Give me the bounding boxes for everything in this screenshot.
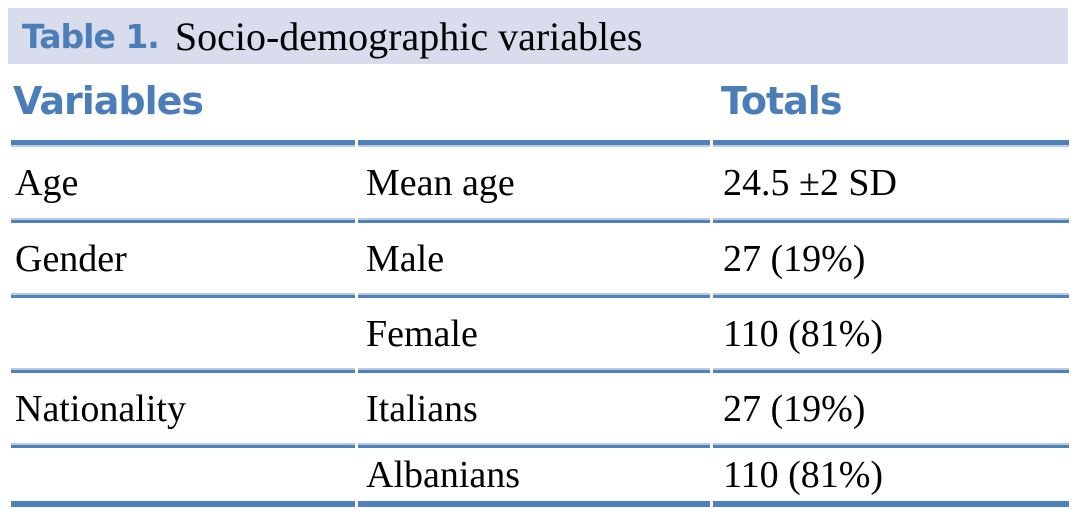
cell-variable: Age: [15, 161, 79, 204]
cell-total: 110 (81%): [713, 445, 1069, 507]
cell-category: Albanians: [358, 445, 710, 507]
table-row-nationality-italians: Nationality Italians 27 (19%): [11, 370, 1069, 445]
table-number-label: Table 1.: [22, 16, 160, 56]
cell-category: Female: [358, 295, 710, 370]
table-row-nationality-albanians: Albanians 110 (81%): [11, 445, 1069, 507]
header-row: Variables Totals: [11, 64, 1069, 145]
socio-demographic-table: Variables Totals Age Mean age 24.5 ±2 SD…: [8, 64, 1072, 507]
cell-variable: [11, 295, 355, 370]
column-header-totals: Totals: [713, 64, 1069, 145]
cell-variable: [11, 445, 355, 507]
table-row-age: Age Mean age 24.5 ±2 SD: [11, 145, 1069, 220]
cell-total: 27 (19%): [713, 370, 1069, 445]
table-row-gender-female: Female 110 (81%): [11, 295, 1069, 370]
column-header-variables: Variables: [11, 64, 355, 145]
column-header-middle-empty: [358, 64, 710, 145]
cell-total: 24.5 ±2 SD: [723, 161, 897, 204]
cell-total: 27 (19%): [713, 220, 1069, 295]
table-caption-bar: Table 1. Socio-demographic variables: [8, 8, 1068, 64]
cell-category: Male: [358, 220, 710, 295]
cell-total: 110 (81%): [713, 295, 1069, 370]
cell-category: Mean age: [366, 161, 515, 204]
table-caption-text: Socio-demographic variables: [174, 13, 643, 59]
cell-category: Italians: [358, 370, 710, 445]
cell-variable: Gender: [11, 220, 355, 295]
table-row-gender-male: Gender Male 27 (19%): [11, 220, 1069, 295]
cell-variable: Nationality: [11, 370, 355, 445]
